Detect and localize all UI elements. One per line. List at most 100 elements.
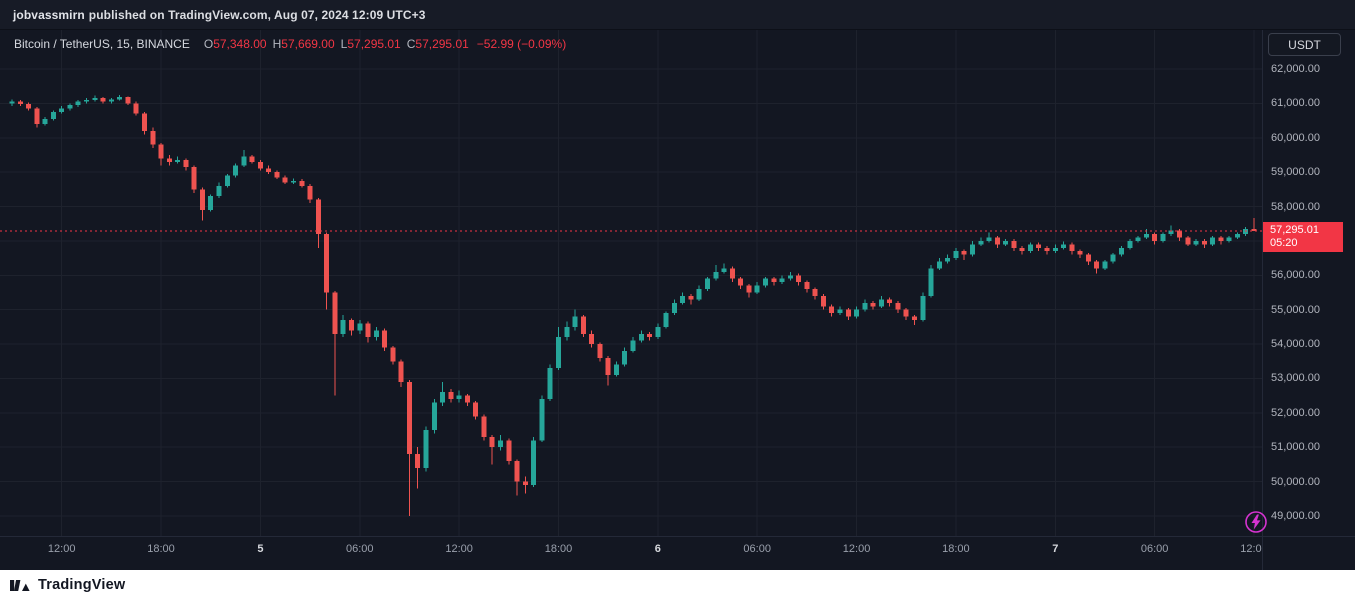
time-axis[interactable]: 12:00 18:00 5 06:00 12:00 18:00 6 06:00 12:00 18:… — [0, 537, 1262, 570]
candle-body — [1003, 240, 1009, 245]
candle-body — [1234, 234, 1240, 238]
price-axis[interactable]: 57,295.01 05:20 62,000.00 61,000.00 60,000… — [1263, 30, 1355, 536]
candle-body — [605, 357, 611, 376]
candle-body — [274, 172, 280, 178]
candle-body — [340, 320, 346, 334]
candle-body — [26, 104, 32, 109]
time-tick-label: 18:00 — [544, 543, 573, 555]
candle-body — [158, 144, 164, 159]
candle-body — [804, 282, 810, 290]
candle-body — [348, 320, 354, 331]
chart-legend: Bitcoin / TetherUS, 15, BINANCE O57,348.0… — [14, 37, 566, 51]
price-tick-label: 58,000.00 — [1271, 200, 1320, 213]
candle-body — [1168, 230, 1174, 235]
candle-body — [92, 98, 98, 100]
open-value: 57,348.00 — [213, 37, 267, 51]
candle-body — [1226, 237, 1232, 241]
price-tick-label: 51,000.00 — [1271, 441, 1320, 454]
grid-lines — [0, 30, 1262, 536]
candle-body — [1127, 240, 1133, 248]
high-label: H — [272, 37, 282, 51]
candle-body — [199, 189, 205, 210]
candle-body — [721, 268, 727, 272]
time-tick-label: 12:00 — [445, 543, 473, 555]
candle-body — [796, 275, 802, 283]
candle-body — [514, 460, 520, 482]
price-tick-label: 50,000.00 — [1271, 475, 1320, 488]
candle-body — [920, 295, 926, 321]
candle-body — [531, 440, 537, 486]
candle-body — [9, 101, 15, 104]
candle-body — [59, 108, 65, 112]
price-axis-separator — [1262, 30, 1263, 570]
flash-reactions-icon[interactable] — [1243, 509, 1269, 535]
candle-body — [67, 105, 73, 109]
candle-body — [928, 268, 934, 296]
candle-body — [829, 306, 835, 314]
currency-toggle-button[interactable]: USDT — [1268, 33, 1341, 56]
price-tick-label: 53,000.00 — [1271, 372, 1320, 385]
bar-countdown: 05:20 — [1270, 237, 1298, 250]
candle-body — [779, 278, 785, 283]
symbol-title[interactable]: Bitcoin / TetherUS, 15, BINANCE — [14, 37, 190, 51]
candle-body — [688, 295, 694, 300]
candle-body — [1077, 251, 1083, 255]
candle-body — [903, 309, 909, 317]
candle-body — [647, 333, 653, 338]
candle-body — [1027, 244, 1033, 252]
candle-body — [1143, 234, 1149, 238]
candle-body — [42, 118, 48, 125]
candle-body — [1061, 244, 1067, 248]
tradingview-logo-mark[interactable] — [10, 577, 32, 592]
candle-body — [580, 316, 586, 334]
price-tick-label: 52,000.00 — [1271, 406, 1320, 419]
candle-body — [994, 237, 1000, 245]
candle-body — [812, 289, 818, 296]
candle-body — [266, 168, 272, 173]
candle-body — [1119, 247, 1125, 255]
candle-body — [415, 454, 421, 468]
candle-body — [307, 185, 313, 200]
candle-body — [456, 395, 462, 400]
candle-body — [365, 323, 371, 338]
price-tick-label: 55,000.00 — [1271, 303, 1320, 316]
candle-body — [1044, 247, 1050, 252]
change-value: −52.99 (−0.09%) — [476, 37, 567, 51]
candlestick-chart-pane[interactable] — [0, 30, 1262, 536]
candle-body — [1135, 237, 1141, 241]
candle-body — [208, 196, 214, 210]
candle-body — [473, 402, 479, 417]
candle-body — [1160, 234, 1166, 241]
open-label: O — [203, 37, 214, 51]
candle-body — [373, 330, 379, 338]
candle-body — [953, 251, 959, 259]
candle-body — [878, 299, 884, 307]
candle-body — [912, 316, 918, 321]
candle-body — [771, 278, 777, 283]
candle-body — [622, 350, 628, 365]
candle-body — [1243, 228, 1249, 235]
price-tick-label: 54,000.00 — [1271, 338, 1320, 351]
candle-body — [738, 278, 744, 286]
candle-body — [398, 361, 404, 382]
candle-body — [787, 275, 793, 279]
candle-body — [241, 156, 247, 166]
candle-body — [539, 399, 545, 441]
candle-body — [572, 316, 578, 327]
candle-body — [820, 295, 826, 307]
candle-body — [125, 97, 131, 104]
candle-body — [431, 402, 437, 431]
candle-body — [291, 180, 297, 183]
candle-body — [555, 337, 561, 369]
candle-body — [638, 333, 644, 341]
tradingview-logo-text[interactable]: TradingView — [38, 576, 126, 593]
candle-body — [1185, 237, 1191, 245]
candle-body — [191, 166, 197, 190]
candle-body — [448, 392, 454, 400]
candle-body — [390, 347, 396, 362]
price-tick-label: 62,000.00 — [1271, 63, 1320, 75]
time-tick-label: 06:00 — [743, 543, 771, 555]
candle-body — [175, 160, 181, 162]
candle-body — [84, 99, 90, 102]
